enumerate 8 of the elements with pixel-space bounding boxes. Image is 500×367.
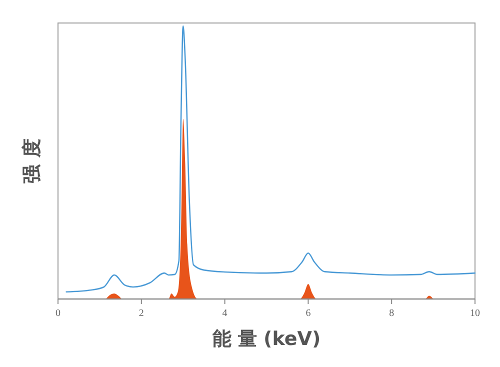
x-tick-label: 2 xyxy=(138,308,144,319)
x-tick-label: 0 xyxy=(56,308,60,319)
x-tick-label: 4 xyxy=(222,308,228,319)
y-axis-title: 强 度 xyxy=(21,138,43,184)
x-tick-label: 8 xyxy=(389,308,394,319)
x-axis-title: 能 量 (keV) xyxy=(212,328,321,350)
x-tick-label: 6 xyxy=(306,308,311,319)
x-tick-label: 10 xyxy=(470,308,480,319)
